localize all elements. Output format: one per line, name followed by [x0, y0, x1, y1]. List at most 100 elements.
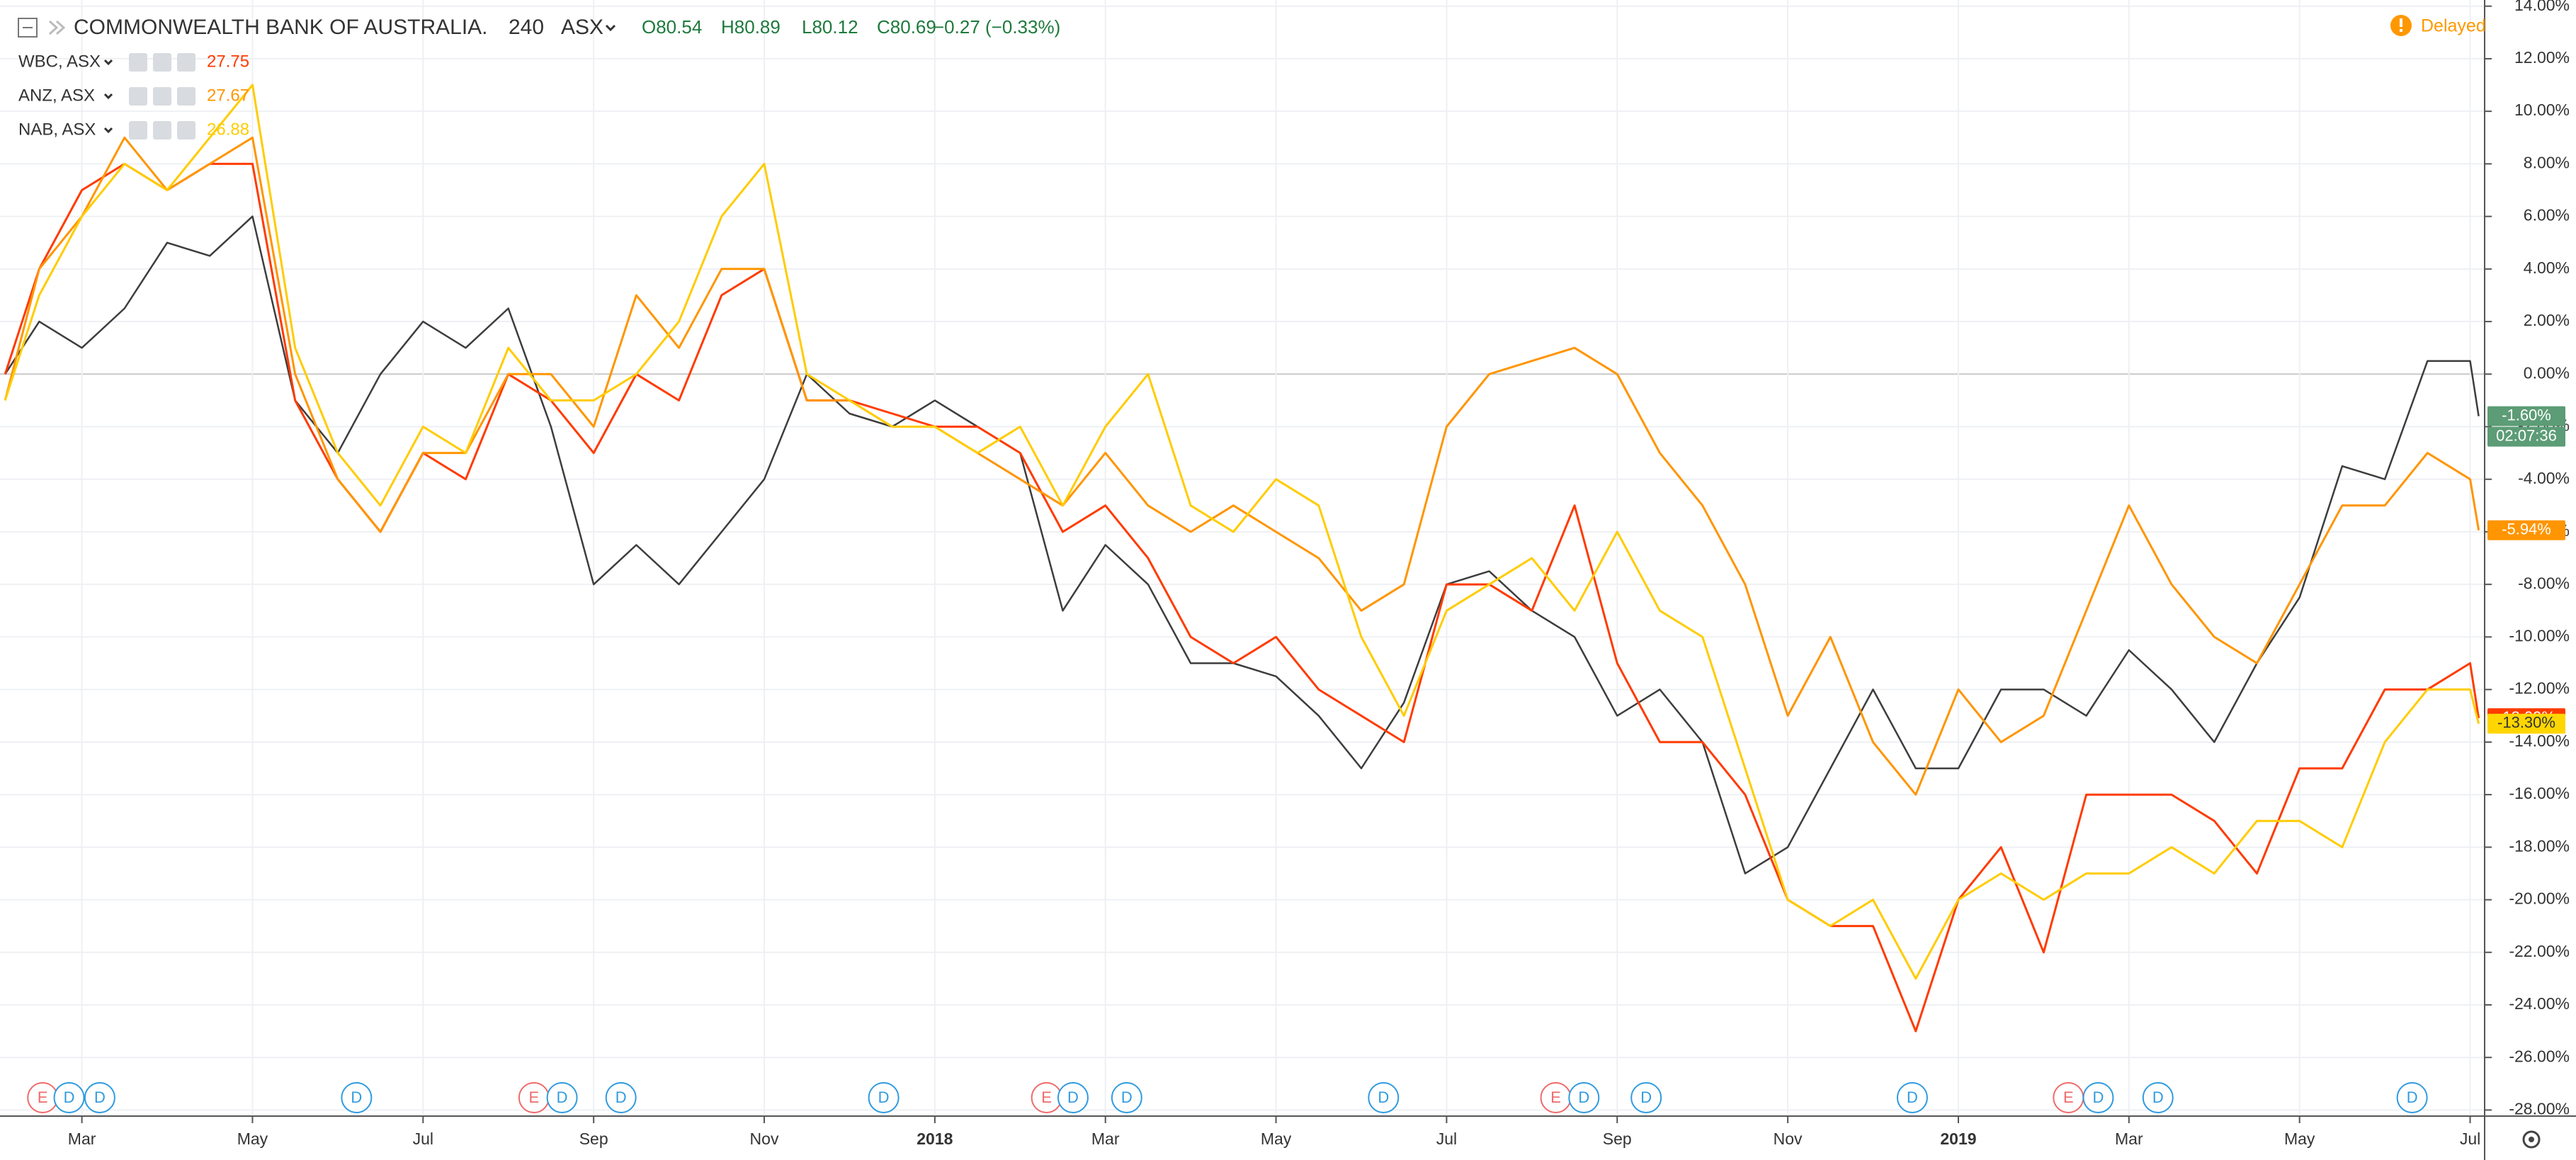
event-label: D [1067, 1088, 1079, 1106]
event-label: D [64, 1088, 75, 1106]
legend-name[interactable]: NAB, ASX [18, 120, 96, 139]
delayed-icon-dot [2400, 29, 2402, 32]
y-tick-label: 14.00% [2514, 0, 2570, 14]
event-marker[interactable] [605, 1082, 637, 1113]
x-tick-label: Sep [1603, 1130, 1632, 1148]
ohlc-high: H80.89 [721, 16, 781, 38]
x-tick-label: Jul [1436, 1130, 1457, 1148]
legend-price: 26.88 [207, 120, 249, 139]
event-marker[interactable] [868, 1082, 900, 1113]
event-marker[interactable] [2082, 1082, 2114, 1113]
x-tick-label: May [2284, 1130, 2315, 1148]
event-label: D [2152, 1088, 2164, 1106]
event-marker[interactable] [53, 1082, 85, 1113]
event-marker[interactable] [1630, 1082, 1662, 1113]
y-tick-label: 6.00% [2524, 206, 2570, 224]
event-marker[interactable] [341, 1082, 373, 1113]
event-label: E [1041, 1088, 1052, 1106]
x-tick-label: Jul [413, 1130, 433, 1148]
y-tick-label: -12.00% [2509, 679, 2570, 698]
x-tick-label: Mar [2115, 1130, 2143, 1148]
legend-settings-button[interactable] [153, 53, 171, 72]
ohlc-open: O80.54 [642, 16, 702, 38]
last-value-box [2487, 520, 2565, 540]
plot [4, 84, 2480, 1033]
change: −0.27 (−0.33%) [934, 16, 1060, 38]
event-label: D [878, 1088, 890, 1106]
legend-dropdown[interactable] [103, 93, 113, 100]
collapse-button[interactable] [18, 18, 38, 38]
series-line [4, 136, 2480, 796]
delayed-status: Delayed [2421, 16, 2486, 36]
event-marker[interactable] [84, 1082, 115, 1113]
event-marker[interactable] [1368, 1082, 1400, 1113]
interval[interactable]: 240 [509, 16, 544, 39]
y-tick-label: -4.00% [2518, 469, 2570, 487]
y-tick-label: 2.00% [2524, 311, 2570, 329]
y-tick-label: -18.00% [2509, 836, 2570, 855]
event-label: E [529, 1088, 540, 1106]
x-tick-label: Sep [579, 1130, 608, 1148]
legend-visibility-button[interactable] [129, 121, 147, 140]
settings-gear-hub [2529, 1137, 2534, 1142]
last-value-label: -1.60% [2502, 406, 2551, 423]
event-label: D [615, 1088, 627, 1106]
legend-remove-button[interactable] [177, 87, 195, 106]
y-tick-label: -28.00% [2509, 1100, 2570, 1118]
event-label: D [94, 1088, 106, 1106]
legend-name[interactable]: WBC, ASX [18, 52, 101, 71]
y-tick-label: -10.00% [2509, 626, 2570, 644]
legend-name[interactable]: ANZ, ASX [18, 86, 95, 105]
x-tick-label: 2018 [917, 1130, 953, 1148]
legend-settings-button[interactable] [153, 87, 171, 106]
last-value-label: -5.94% [2502, 521, 2551, 538]
event-label: E [1550, 1088, 1561, 1106]
legend-dropdown[interactable] [103, 59, 113, 66]
y-tick-label: 8.00% [2524, 153, 2570, 171]
legend-settings-button[interactable] [153, 121, 171, 140]
x-tick-label: Nov [750, 1130, 779, 1148]
event-label: E [2063, 1088, 2074, 1106]
legend-remove-button[interactable] [177, 53, 195, 72]
symbol-icon [48, 20, 66, 35]
exchange[interactable]: ASX [561, 16, 603, 39]
symbol-title[interactable]: COMMONWEALTH BANK OF AUSTRALIA. [74, 16, 488, 39]
event-label: D [1907, 1088, 1918, 1106]
countdown: 02:07:36 [2496, 426, 2557, 444]
ohlc-low: L80.12 [802, 16, 858, 38]
legend: WBC, ASX 27.75 ANZ, ASX 27.67 NAB, ASX 26.88 [18, 52, 249, 140]
legend-remove-button[interactable] [177, 121, 195, 140]
x-tick-label: May [1261, 1130, 1292, 1148]
last-value-label: -13.30% [2497, 714, 2555, 732]
event-marker[interactable] [1568, 1082, 1600, 1113]
settings-gear[interactable] [2522, 1130, 2541, 1149]
legend-visibility-button[interactable] [129, 53, 147, 72]
x-tick-label: Nov [1774, 1130, 1803, 1148]
y-tick-label: -8.00% [2518, 574, 2570, 592]
last-value-box [2487, 406, 2565, 426]
y-tick-label: -22.00% [2509, 942, 2570, 960]
event-marker[interactable] [2142, 1082, 2174, 1113]
event-marker[interactable] [546, 1082, 578, 1113]
event-marker[interactable] [1896, 1082, 1928, 1113]
event-label: D [1121, 1088, 1133, 1106]
event-marker[interactable] [1057, 1082, 1089, 1113]
ohlc-close: C80.69 [877, 16, 936, 38]
legend-visibility-button[interactable] [129, 87, 147, 106]
y-tick-label: 4.00% [2524, 258, 2570, 277]
y-tick-label: 10.00% [2514, 101, 2570, 119]
dropdown-arrow[interactable] [605, 24, 616, 32]
event-marker[interactable] [1111, 1082, 1142, 1113]
countdown-box [2487, 426, 2565, 447]
settings-icon[interactable] [2522, 1130, 2541, 1149]
legend-dropdown[interactable] [103, 127, 113, 134]
y-tick-label: -20.00% [2509, 889, 2570, 908]
x-tick-label: Mar [1091, 1130, 1120, 1148]
y-tick-label: 12.00% [2514, 48, 2570, 67]
event-label: D [2093, 1088, 2104, 1106]
event-label: D [1640, 1088, 1652, 1106]
event-marker[interactable] [2396, 1082, 2428, 1113]
